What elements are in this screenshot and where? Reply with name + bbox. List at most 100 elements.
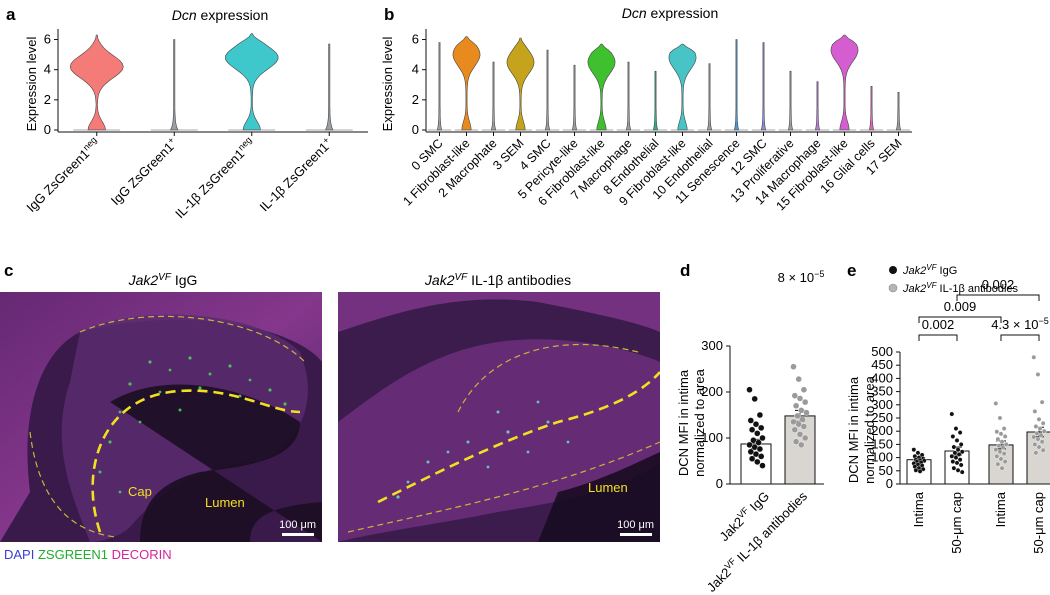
data-point xyxy=(955,467,961,473)
x-tick-label: IgG ZsGreen1neg xyxy=(23,135,103,215)
y-tick-label: 150 xyxy=(871,436,893,451)
data-point xyxy=(1034,430,1040,436)
data-point xyxy=(798,441,805,449)
channel-legend: DAPI ZSGREEN1 DECORIN xyxy=(4,547,172,562)
panel-b: b Dcn expression Expression level 0 2 4 6 0… xyxy=(380,5,912,213)
panel-e-points xyxy=(911,354,1047,475)
bracket-label-3: 0.002 xyxy=(982,277,1015,292)
data-point xyxy=(746,386,753,393)
y-tick-label: 200 xyxy=(871,423,893,438)
y-tick-label: 300 xyxy=(871,397,893,412)
data-point xyxy=(951,465,957,471)
y-tick-label: 350 xyxy=(871,384,893,399)
violin-15 xyxy=(830,34,859,131)
data-point xyxy=(1037,426,1043,431)
violin-12 xyxy=(760,42,767,131)
panel-label-d: d xyxy=(680,261,690,280)
violin-13 xyxy=(787,70,794,131)
y-tick-label: 400 xyxy=(871,370,893,385)
violin-2 xyxy=(490,61,497,131)
bracket-label-1: 0.002 xyxy=(922,317,955,332)
data-point xyxy=(800,386,808,393)
data-point xyxy=(957,430,963,435)
panel-d-axes: 0 100 200 300 xyxy=(701,338,824,491)
bracket-3 xyxy=(956,294,1040,301)
panel-e-ylabel-1: DCN MFI in intima xyxy=(846,376,861,483)
y-tick-label: 0 xyxy=(44,122,51,137)
panel-e-xlabels: Intima 50-μm cap Intima 50-μm cap xyxy=(911,491,1046,553)
data-point xyxy=(1036,416,1042,422)
violin-5 xyxy=(571,64,578,131)
violin-4 xyxy=(544,49,551,131)
micrograph-left-title: Jak2VF IgG xyxy=(128,272,198,289)
panel-a-title: Dcn expression xyxy=(172,7,269,23)
violin-3 xyxy=(325,43,334,131)
y-tick-label: 50 xyxy=(879,463,893,478)
y-tick-label: 4 xyxy=(44,62,51,77)
data-point xyxy=(1033,424,1039,429)
data-point xyxy=(959,469,965,475)
data-point xyxy=(911,447,917,453)
panel-d-pvalue: 8 × 10−5 xyxy=(778,269,825,285)
x-tick-label: 50-μm cap xyxy=(949,492,964,554)
data-point xyxy=(801,398,809,406)
data-point xyxy=(952,450,958,456)
scale-bar-left-label: 100 μm xyxy=(279,519,316,531)
data-point xyxy=(917,468,923,474)
y-tick-label: 100 xyxy=(701,430,723,445)
violin-14 xyxy=(814,81,821,131)
y-tick-label: 300 xyxy=(701,338,723,353)
data-point xyxy=(755,439,762,446)
data-point xyxy=(1002,434,1008,439)
x-tick-label: Intima xyxy=(993,491,1008,527)
panel-e-brackets: 0.002 0.009 0.002 4.3 × 10−5 xyxy=(918,277,1049,341)
data-point xyxy=(953,426,959,431)
data-point xyxy=(994,453,1000,459)
data-point xyxy=(747,417,755,424)
data-point xyxy=(796,395,804,402)
micrograph-right: Lumen 100 μm xyxy=(338,292,660,542)
panel-e: e Jak2VF IgG Jak2VF IL-1β antibodies DCN… xyxy=(846,261,1050,554)
data-point xyxy=(954,438,960,443)
data-point xyxy=(795,375,802,383)
data-point xyxy=(1040,447,1046,453)
violin-7 xyxy=(625,61,632,131)
micrograph-left-image xyxy=(0,292,322,542)
data-point xyxy=(1035,372,1041,377)
data-point xyxy=(751,395,758,403)
y-tick-label: 6 xyxy=(412,32,419,47)
bracket-label-4: 4.3 × 10−5 xyxy=(991,316,1049,332)
y-tick-label: 500 xyxy=(871,344,893,359)
panel-a: a Dcn expression Expression level 0 2 4 6 I… xyxy=(6,5,368,221)
data-point xyxy=(995,436,1001,442)
panel-d: d DCN MFI in intima normalized to area 8… xyxy=(676,261,825,595)
data-point xyxy=(915,450,921,456)
x-tick-label: IL-1β ZsGreen1neg xyxy=(171,135,257,221)
data-point xyxy=(754,458,761,466)
data-point xyxy=(1001,426,1007,431)
legend-il1b-label: Jak2VF IL-1β antibodies xyxy=(902,281,1019,296)
violin-2 xyxy=(225,33,279,131)
data-point xyxy=(993,401,999,406)
panel-e-bars xyxy=(906,426,1050,485)
panel-d-ylabel-1: DCN MFI in intima xyxy=(676,369,691,476)
data-point xyxy=(796,431,804,438)
data-point xyxy=(996,443,1002,449)
data-point xyxy=(999,439,1005,445)
data-point xyxy=(1001,451,1007,457)
data-point xyxy=(803,409,810,416)
panel-a-xlabels: IgG ZsGreen1neg IgG ZsGreen1+IL-1β ZsGree… xyxy=(23,135,331,221)
data-point xyxy=(759,434,766,442)
y-tick-label: 250 xyxy=(871,410,893,425)
violin-10 xyxy=(706,63,713,131)
data-point xyxy=(953,455,959,461)
data-point xyxy=(752,420,760,428)
panel-label-c: c xyxy=(4,261,13,280)
scale-bar-right: 100 μm xyxy=(617,519,654,536)
micrograph-right-image xyxy=(338,292,660,542)
data-point xyxy=(1032,408,1038,414)
data-point xyxy=(1000,445,1006,450)
channel-legend-text: DAPI ZSGREEN1 DECORIN xyxy=(4,547,172,562)
